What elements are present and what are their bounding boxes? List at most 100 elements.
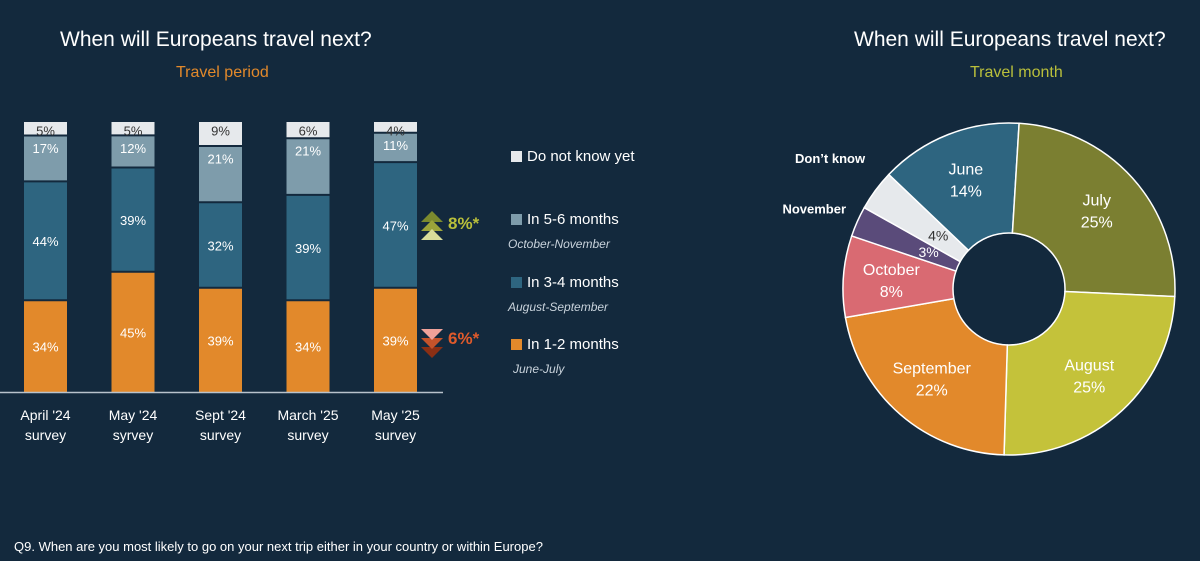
bar-value-label: 44% — [32, 234, 58, 249]
bar-segment — [24, 181, 67, 301]
change-annotation-label: 8%* — [448, 213, 480, 233]
bar-segment — [286, 138, 330, 195]
x-axis-tick-label: survey — [375, 427, 416, 443]
legend-swatch — [511, 277, 522, 288]
x-axis-tick-label: survey — [25, 427, 66, 443]
bar-value-label: 9% — [211, 123, 230, 138]
bar-value-label: 5% — [124, 123, 143, 138]
legend-item: In 3-4 months — [511, 274, 619, 291]
slice-value-label: 22% — [916, 382, 948, 399]
bar-segment — [286, 122, 330, 139]
bar-segment — [374, 287, 417, 392]
legend-item: Do not know yet — [511, 148, 635, 165]
legend-label: In 3-4 months — [527, 274, 619, 291]
legend-period-label: August-September — [508, 300, 609, 314]
x-axis-tick-label: May '24 — [109, 407, 158, 423]
left-chart-title: When will Europeans travel next? — [60, 28, 372, 51]
bar-segment — [111, 167, 155, 272]
bar-segment — [24, 135, 67, 182]
bar-segment — [111, 271, 155, 392]
bar-value-label: 21% — [295, 144, 321, 159]
arrow-chevron — [421, 328, 443, 340]
slice-label: October — [863, 262, 921, 279]
slice-value-label: 8% — [880, 284, 903, 301]
slice-outer-label: Don’t know — [795, 151, 866, 166]
slice-label: September — [893, 360, 972, 377]
slice-label: July — [1083, 192, 1111, 209]
bar-value-label: 39% — [207, 333, 233, 348]
bar-value-label: 4% — [386, 123, 405, 138]
donut-slice — [1003, 290, 1176, 456]
bar-segment — [111, 135, 155, 168]
bar-value-label: 5% — [36, 123, 55, 138]
slice-value-label: 14% — [950, 183, 982, 200]
arrow-chevron — [421, 210, 443, 222]
donut-hole — [954, 234, 1064, 344]
bar-segment — [374, 162, 417, 288]
slice-label: June — [948, 161, 983, 178]
slice-value-label: 25% — [1073, 380, 1105, 397]
bar-segment — [199, 146, 242, 203]
slice-label: August — [1064, 358, 1114, 375]
left-chart-subtitle: Travel period — [176, 64, 269, 81]
x-axis-tick-label: May '25 — [371, 407, 420, 423]
bar-value-label: 39% — [295, 241, 321, 256]
bar-segment — [24, 122, 67, 136]
arrow-chevron — [421, 337, 443, 349]
change-annotation-label: 6%* — [448, 328, 480, 348]
bar-value-label: 12% — [120, 141, 146, 156]
donut-slice — [844, 297, 1009, 456]
donut-chart: June 14% July 25% August 25% September 22% Octob… — [782, 122, 1176, 456]
bar-value-label: 47% — [382, 218, 408, 233]
slice-value-label: 25% — [1081, 214, 1113, 231]
bar-value-label: 39% — [120, 213, 146, 228]
bar-value-label: 6% — [299, 123, 318, 138]
decrease-arrow-icon — [421, 328, 443, 358]
right-chart-title: When will Europeans travel next? — [854, 28, 1166, 51]
bar-segment — [24, 300, 67, 392]
increase-arrow-icon — [421, 210, 443, 240]
bar-value-label: 34% — [32, 340, 58, 355]
legend-label: Do not know yet — [527, 148, 635, 165]
legend-period-label: October-November — [508, 237, 610, 251]
x-axis-tick-label: March '25 — [277, 407, 338, 423]
arrow-chevron — [421, 219, 443, 231]
donut-slice — [1011, 122, 1176, 298]
bar-value-label: 39% — [382, 333, 408, 348]
donut-slice — [863, 173, 970, 263]
slice-value-label: 3% — [918, 244, 938, 260]
bar-value-label: 32% — [207, 238, 233, 253]
bar-segment — [199, 122, 242, 147]
right-chart-subtitle: Travel month — [970, 64, 1063, 81]
arrow-chevron — [421, 228, 443, 240]
x-axis-tick-label: syrvey — [113, 427, 153, 443]
x-axis-tick-label: survey — [287, 427, 328, 443]
legend-period-label: June-July — [513, 362, 565, 376]
slice-value-label: 4% — [928, 227, 948, 243]
legend-swatch — [511, 339, 522, 350]
x-axis-tick-label: April '24 — [20, 407, 70, 423]
x-axis-tick-label: survey — [200, 427, 241, 443]
slice-outer-label: November — [782, 202, 846, 217]
bar-segment — [286, 300, 330, 392]
legend-label: In 5-6 months — [527, 211, 619, 228]
bar-segment — [374, 132, 417, 163]
bar-value-label: 11% — [383, 138, 408, 153]
bar-value-label: 17% — [32, 141, 58, 156]
legend-label: In 1-2 months — [527, 336, 619, 353]
legend-swatch — [511, 214, 522, 225]
donut-slice — [887, 122, 1020, 252]
arrow-chevron — [421, 346, 443, 358]
bar-value-label: 21% — [207, 151, 233, 166]
bar-segment — [199, 202, 242, 288]
survey-question-footnote: Q9. When are you most likely to go on yo… — [14, 539, 543, 554]
legend-swatch — [511, 151, 522, 162]
bar-segment — [199, 287, 242, 392]
stacked-bar-chart: 34% 44% 17% 5% April '24 survey 45% 39% 12% 5% May… — [0, 122, 443, 443]
bar-segment — [374, 122, 417, 133]
bar-value-label: 34% — [295, 340, 321, 355]
bar-segment — [286, 194, 330, 301]
legend-item: In 1-2 months — [511, 336, 619, 353]
bar-value-label: 45% — [120, 325, 146, 340]
legend-item: In 5-6 months — [511, 211, 619, 228]
